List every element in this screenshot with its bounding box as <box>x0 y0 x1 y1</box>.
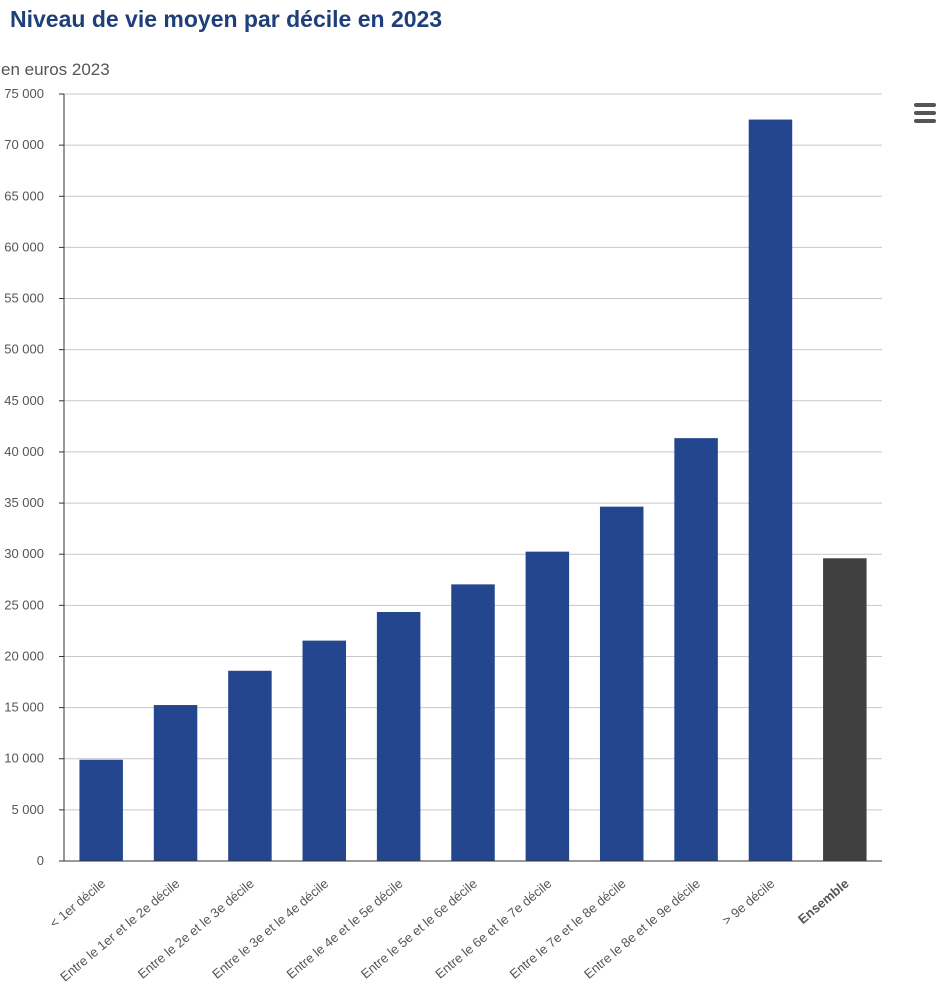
y-tick-label: 5 000 <box>11 802 44 817</box>
menu-line <box>914 119 936 123</box>
bar[interactable] <box>302 640 347 861</box>
x-tick-label: < 1er décile <box>47 876 108 931</box>
bar[interactable] <box>748 119 793 862</box>
bar[interactable] <box>674 438 718 861</box>
bar[interactable] <box>451 584 495 861</box>
axes <box>63 94 882 862</box>
y-tick-label: 25 000 <box>4 597 44 612</box>
bar[interactable] <box>823 558 867 861</box>
y-tick-label: 40 000 <box>4 444 44 459</box>
y-tick-label: 15 000 <box>4 700 44 715</box>
chart-title: Niveau de vie moyen par décile en 2023 <box>10 6 443 32</box>
y-tick-label: 0 <box>37 853 44 868</box>
y-tick-label: 10 000 <box>4 751 44 766</box>
hamburger-menu-icon[interactable] <box>910 100 938 126</box>
bar[interactable] <box>599 506 644 861</box>
y-axis-ticks: 0 5 000 10 000 15 000 20 000 25 000 30 000 35 0… <box>4 86 64 868</box>
x-tick-label: Entre le 1er et le 2e décile <box>57 876 182 985</box>
bar[interactable] <box>376 611 421 861</box>
y-tick-label: 65 000 <box>4 188 44 203</box>
x-tick-label: > 9e décile <box>719 876 777 928</box>
y-tick-label: 60 000 <box>4 239 44 254</box>
y-tick-label: 50 000 <box>4 342 44 357</box>
x-tick-label: Ensemble <box>795 876 852 927</box>
bar[interactable] <box>525 551 570 861</box>
y-tick-label: 35 000 <box>4 495 44 510</box>
y-tick-label: 30 000 <box>4 546 44 561</box>
bar[interactable] <box>228 670 272 861</box>
bar[interactable] <box>153 705 198 861</box>
chart-subtitle: en euros 2023 <box>1 60 110 79</box>
y-tick-label: 75 000 <box>4 86 44 101</box>
y-tick-label: 55 000 <box>4 291 44 306</box>
menu-line <box>914 111 936 115</box>
y-tick-label: 20 000 <box>4 648 44 663</box>
bar[interactable] <box>79 759 123 861</box>
y-tick-label: 70 000 <box>4 137 44 152</box>
menu-line <box>914 103 936 107</box>
y-tick-label: 45 000 <box>4 393 44 408</box>
bars <box>79 119 867 862</box>
